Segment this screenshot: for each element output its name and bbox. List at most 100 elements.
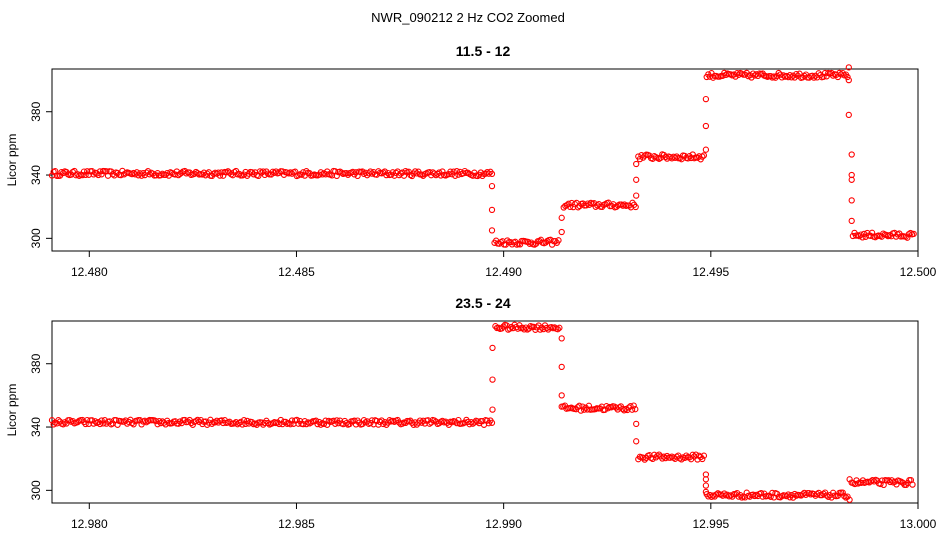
data-point (910, 230, 917, 238)
data-point (293, 416, 300, 424)
data-point (846, 476, 853, 483)
data-point (788, 74, 795, 81)
data-point (582, 202, 590, 209)
x-tick-label: 12.980 (71, 517, 108, 531)
y-tick-label: 340 (29, 417, 43, 437)
data-point (848, 197, 855, 204)
data-point (789, 494, 797, 501)
data-point (845, 76, 852, 84)
data-point (332, 420, 339, 427)
axis-ticks: 12.480 12.485 12.490 12.495 12.500 300 340 380 (29, 101, 936, 279)
data-point (381, 168, 388, 175)
x-tick-label: 12.485 (278, 265, 315, 279)
data-point (844, 73, 851, 81)
data-point (488, 170, 496, 178)
data-point (130, 169, 137, 177)
data-point (845, 64, 852, 71)
data-point (500, 323, 507, 330)
plot-frame (51, 320, 919, 504)
data-point (846, 496, 853, 503)
data-point (439, 168, 446, 175)
chart-panel-bottom: 23.5 - 24 Licor ppm 12.980 12.985 12.990 12… (5, 295, 936, 531)
axis-ticks: 12.980 12.985 12.990 12.995 13.000 300 340 380 (29, 353, 936, 531)
data-point (312, 417, 320, 424)
data-point (184, 418, 192, 425)
data-point (708, 493, 715, 500)
data-point (721, 490, 728, 497)
x-tick-label: 13.000 (900, 517, 936, 531)
data-point (55, 417, 62, 424)
data-point (702, 122, 710, 130)
data-point (632, 203, 639, 211)
data-point (133, 169, 140, 176)
data-point (820, 490, 827, 497)
data-point (504, 237, 511, 244)
data-points (48, 321, 916, 503)
data-point (841, 492, 848, 500)
y-tick-label: 380 (29, 353, 43, 373)
panel-title: 11.5 - 12 (456, 43, 511, 59)
data-point (868, 229, 876, 236)
data-point (585, 402, 593, 409)
data-point (558, 392, 565, 399)
data-point (558, 214, 565, 221)
data-point (815, 70, 822, 77)
data-point (579, 403, 586, 410)
data-point (689, 451, 696, 458)
data-point (492, 323, 499, 330)
data-point (700, 152, 708, 159)
data-point (636, 155, 644, 163)
data-point (743, 489, 750, 496)
y-axis-label: Licor ppm (5, 384, 19, 437)
data-point (162, 171, 169, 178)
data-point (216, 172, 224, 179)
data-point (426, 420, 433, 427)
data-point (702, 146, 710, 153)
data-point (630, 402, 637, 409)
data-point (76, 172, 83, 179)
data-point (791, 74, 798, 81)
data-point (699, 153, 706, 160)
data-point (633, 420, 640, 428)
data-point (836, 69, 843, 77)
data-point (287, 421, 294, 428)
data-point (702, 488, 710, 496)
data-point (699, 455, 706, 463)
data-point (859, 234, 866, 241)
data-point (256, 168, 264, 175)
data-point (574, 204, 582, 211)
data-point (240, 417, 248, 424)
x-tick-label: 12.985 (278, 517, 315, 531)
data-point (453, 168, 460, 175)
data-point (907, 229, 914, 237)
plot-frame (51, 68, 919, 252)
data-point (506, 325, 513, 332)
x-tick-label: 12.990 (485, 517, 522, 531)
data-point (772, 74, 779, 81)
data-point (378, 417, 385, 424)
data-point (130, 421, 137, 428)
data-point (455, 416, 462, 424)
data-point (516, 241, 524, 248)
data-point (793, 70, 800, 78)
data-point (220, 172, 227, 179)
data-point (154, 421, 161, 428)
data-point (633, 160, 640, 168)
data-point (489, 376, 496, 383)
data-point (909, 481, 916, 488)
data-point (700, 452, 708, 459)
data-point (633, 438, 640, 445)
data-point (767, 493, 774, 500)
data-point (489, 406, 496, 413)
data-point (633, 192, 640, 199)
data-point (114, 421, 121, 428)
data-point (877, 480, 884, 488)
data-point (356, 419, 363, 426)
data-point (757, 490, 765, 497)
data-point (82, 171, 89, 179)
data-point (95, 171, 102, 179)
data-point (904, 234, 911, 241)
data-point (88, 417, 96, 424)
data-point (555, 237, 562, 244)
data-point (627, 403, 634, 410)
